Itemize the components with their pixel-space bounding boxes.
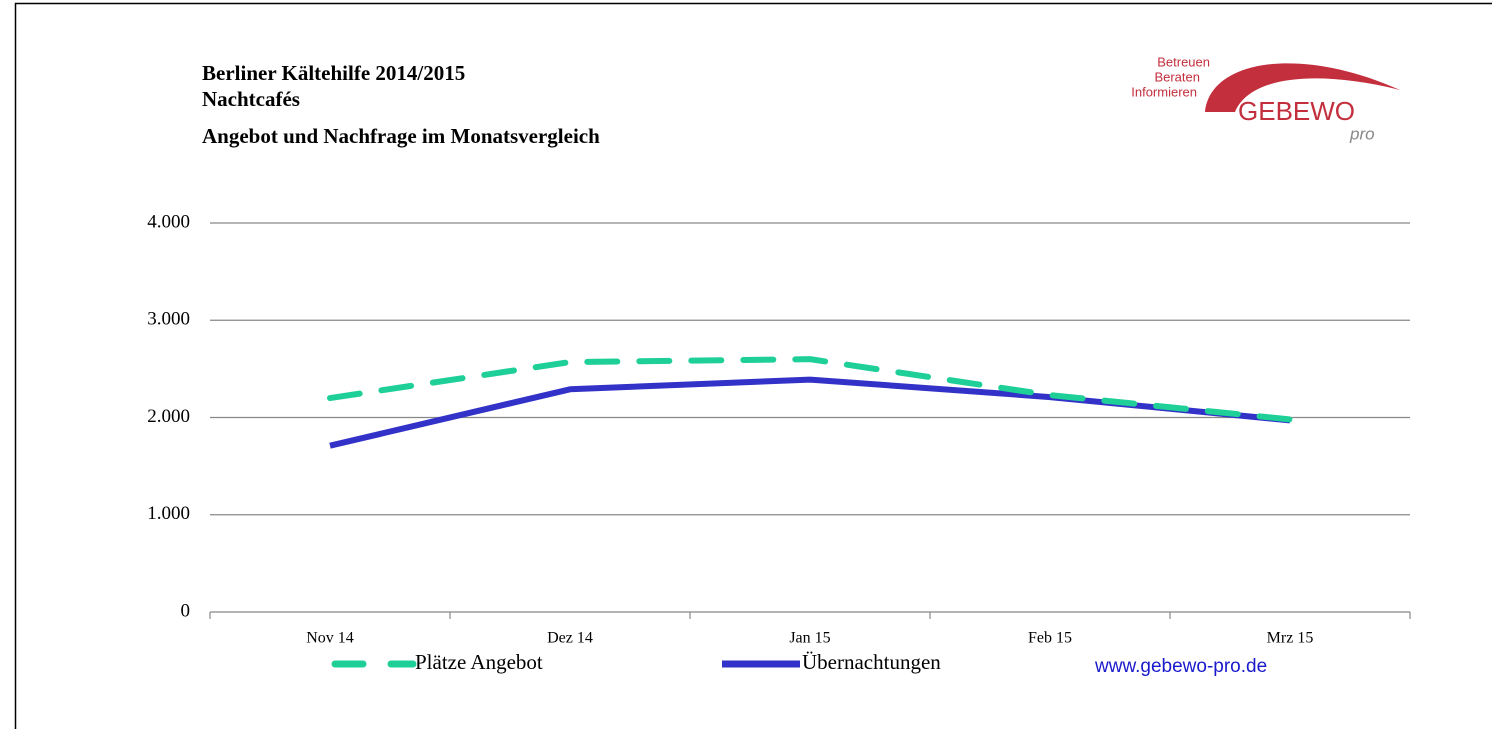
line-series xyxy=(327,356,1293,423)
y-tick-label: 3.000 xyxy=(147,309,190,330)
logo-text: Informieren xyxy=(1131,84,1197,99)
logo-text: Betreuen xyxy=(1157,54,1210,69)
logo-name: GEBEWO xyxy=(1238,96,1355,126)
line-series xyxy=(329,376,1291,449)
y-tick-label: 0 xyxy=(181,600,191,621)
x-tick-label: Nov 14 xyxy=(306,630,354,647)
website: www.gebewo-pro.de xyxy=(1094,656,1267,677)
chart-title: Angebot und Nachfrage im Monatsvergleich xyxy=(202,124,600,148)
logo-sub: pro xyxy=(1349,124,1375,143)
legend-label: Übernachtungen xyxy=(802,650,941,674)
chart-title: Berliner Kältehilfe 2014/2015 xyxy=(202,61,465,85)
chart-title: Nachtcafés xyxy=(202,87,300,111)
y-tick-label: 2.000 xyxy=(147,406,190,427)
legend-label: Plätze Angebot xyxy=(415,650,543,674)
x-tick-label: Jan 15 xyxy=(789,630,830,647)
x-tick-label: Feb 15 xyxy=(1028,630,1072,647)
frame xyxy=(14,2,1492,729)
logo-text: Beraten xyxy=(1154,69,1200,84)
y-tick-label: 4.000 xyxy=(147,211,190,232)
x-tick-label: Dez 14 xyxy=(547,630,593,647)
x-tick-label: Mrz 15 xyxy=(1267,630,1314,647)
logo: Betreuen Beraten Informieren GEBEWO pro xyxy=(1131,54,1400,143)
logo-swoosh xyxy=(1205,63,1400,112)
y-tick-label: 1.000 xyxy=(147,503,190,524)
